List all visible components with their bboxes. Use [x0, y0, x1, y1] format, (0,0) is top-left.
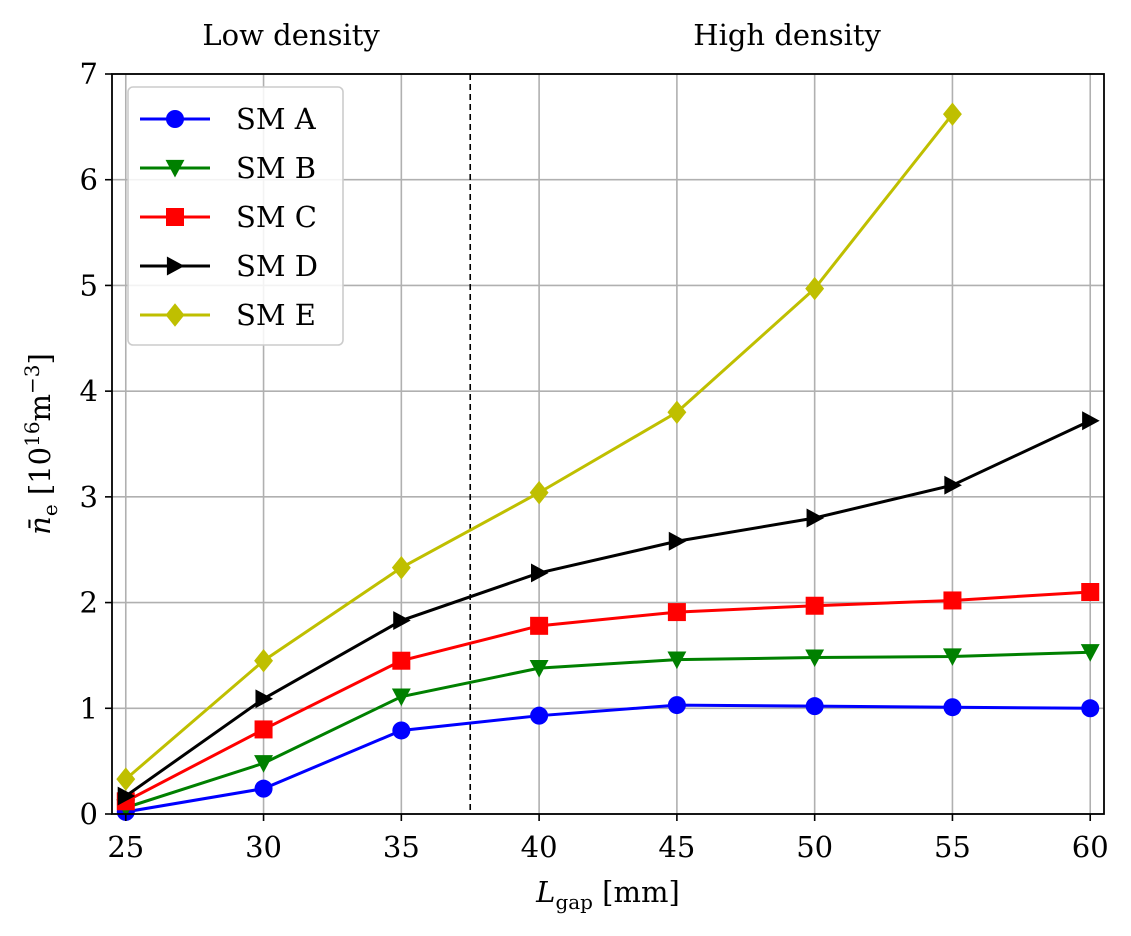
series-sm-e [116, 102, 962, 791]
data-point [806, 508, 825, 528]
legend-marker [165, 159, 185, 178]
data-point [392, 721, 411, 740]
series-line [125, 590, 1091, 803]
legend-entry: SM D [140, 249, 318, 283]
x-tick-label: 25 [107, 830, 144, 864]
data-point [942, 648, 962, 666]
x-tick-label: 40 [521, 830, 558, 864]
y-tick-label: 1 [80, 691, 98, 725]
y-tick-label: 0 [80, 797, 98, 831]
y-tick-label: 6 [80, 163, 98, 197]
legend-marker [166, 256, 185, 276]
data-point [944, 475, 962, 495]
y-tick-label: 2 [80, 586, 98, 620]
data-point [1082, 411, 1100, 431]
y-tick-label: 5 [80, 268, 98, 302]
data-point [667, 651, 687, 670]
data-point [255, 689, 274, 709]
region-label-high-density: High density [693, 18, 881, 52]
data-point [529, 660, 549, 678]
legend-entry: SM B [140, 151, 316, 185]
data-point [667, 400, 687, 424]
series-line [125, 703, 1091, 814]
data-point [391, 688, 411, 707]
data-point [531, 563, 549, 583]
region-label-low-density: Low density [202, 18, 380, 52]
data-point [805, 697, 824, 716]
x-tick-label: 45 [658, 830, 695, 864]
x-tick-label: 55 [934, 830, 971, 864]
data-point [1081, 583, 1100, 601]
data-point [393, 611, 411, 630]
legend-marker [166, 110, 184, 128]
data-point [530, 706, 549, 725]
series-sm-a [116, 696, 1100, 821]
x-axis-title: Lgap [mm] [535, 875, 680, 914]
data-point [529, 480, 549, 505]
data-point [392, 651, 411, 670]
legend-label: SM C [236, 200, 317, 234]
series-sm-d [117, 411, 1100, 806]
data-point [668, 531, 687, 551]
legend-marker [166, 208, 184, 226]
x-tick-label: 60 [1072, 830, 1109, 864]
data-point [116, 767, 136, 791]
legend-label: SM A [236, 102, 317, 136]
data-point [254, 755, 274, 773]
data-point [1081, 699, 1100, 718]
legend-label: SM B [236, 151, 316, 185]
series-sm-c [116, 583, 1100, 811]
data-point [254, 649, 274, 673]
x-tick-label: 30 [245, 830, 282, 864]
data-point [254, 720, 273, 739]
data-point [667, 696, 686, 715]
data-point [391, 555, 411, 580]
legend-marker [165, 303, 185, 327]
legend-box [127, 86, 344, 346]
data-point [254, 779, 273, 798]
legend-label: SM E [236, 298, 316, 332]
data-point [667, 603, 686, 622]
grid [112, 73, 1104, 815]
series-layer [116, 102, 1100, 821]
legend-entry: SM E [140, 298, 316, 332]
legend-label: SM D [236, 249, 318, 283]
data-point [943, 591, 962, 610]
y-axis-title: n̄e [1016m−3] [20, 353, 62, 535]
legend-entry: SM C [140, 200, 317, 234]
x-tick-label: 50 [796, 830, 833, 864]
legend: SM A SM B SM C SM D SM E [127, 86, 344, 346]
data-point [530, 616, 549, 635]
y-tick-label: 4 [80, 374, 98, 408]
data-point [805, 276, 825, 301]
data-point [943, 698, 962, 717]
data-point [805, 649, 825, 667]
data-point [1080, 644, 1100, 662]
series-line [125, 650, 1091, 810]
series-line [124, 419, 1091, 798]
data-point [942, 102, 962, 126]
plot-frame [111, 73, 1105, 815]
y-tick-label: 3 [80, 480, 98, 514]
data-point [117, 786, 136, 806]
y-tick-label: 7 [80, 57, 98, 91]
data-point [805, 596, 824, 615]
legend-entry: SM A [140, 102, 317, 136]
x-tick-label: 35 [383, 830, 420, 864]
